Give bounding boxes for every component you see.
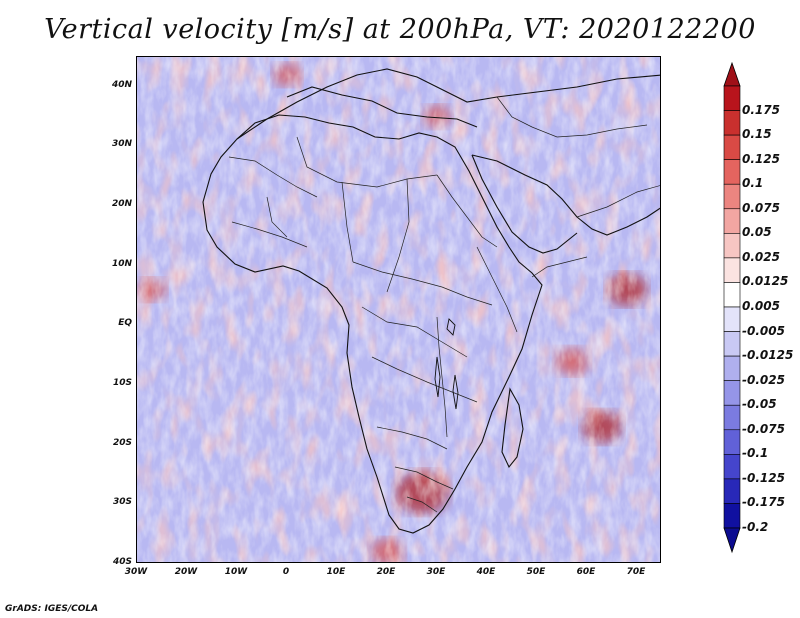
lake-outlines [434,318,459,410]
colorbar-label: -0.175 [742,495,785,510]
europe-coastline [236,68,660,140]
map-title: Vertical velocity [m/s] at 200hPa, VT: 2… [44,14,756,45]
lat-tick-label: 20S [112,437,132,448]
colorbar-label: -0.2 [742,520,769,534]
colorbar-segment [723,503,741,529]
lon-tick-label: 30E [426,567,446,577]
colorbar-label: 0.175 [742,102,780,117]
mediterranean-coastline [286,86,478,128]
lon-tick-label: 60E [576,567,596,577]
lat-tick-label: 40S [112,557,132,567]
country-borders [228,96,660,513]
colorbar-segment [723,478,741,504]
colorbar-segment [723,159,741,185]
grads-credit: GrADS: IGES/COLA [5,604,99,614]
colorbar-segment [723,404,741,431]
colorbar-label: 0.15 [742,127,772,142]
colorbar-segment [723,208,741,234]
lon-tick-label: 70E [626,567,646,577]
colorbar-label: -0.125 [742,470,785,485]
colorbar-label: 0.0125 [742,274,789,289]
lon-tick-label: 40E [476,567,496,577]
colorbar-label: 0.05 [742,225,772,240]
colorbar-bottom-arrow [723,527,741,554]
colorbar-segment [723,85,741,111]
lat-tick-label: EQ [118,318,132,329]
lon-tick-label: 50E [526,567,546,577]
colorbar-segment [723,331,741,357]
lat-tick-label: 30N [111,139,132,150]
madagascar-coastline [501,387,524,469]
colorbar-label: -0.005 [742,323,785,338]
colorbar-segment [723,183,741,210]
lat-tick-label: 20N [111,199,132,210]
colorbar-segment [723,355,741,381]
colorbar-segment [723,282,741,308]
colorbar-label: 0.075 [742,200,780,215]
colorbar-label: -0.075 [742,421,785,436]
colorbar-segment [723,380,741,406]
colorbar-segment [723,110,741,136]
africa-coastline [202,114,543,534]
field-white-streaks [137,57,660,562]
lon-tick-label: 10E [326,567,346,577]
lat-tick-label: 10N [111,258,132,269]
colorbar-segment [723,429,741,455]
red-sea-coastline [471,154,578,254]
colorbar-label: 0.005 [742,299,780,313]
colorbar-segment [723,454,741,480]
colorbar-segment [723,257,741,283]
colorbar-label: 0.125 [742,151,780,166]
colorbar-segment [723,134,741,160]
lat-tick-label: 40N [111,79,132,90]
colorbar-segment [723,233,741,259]
colorbar-label: -0.025 [742,372,785,387]
colorbar-label: -0.0125 [742,348,794,363]
colorbar-label: 0.1 [742,176,764,191]
colorbar-label: -0.05 [742,397,777,412]
lon-tick-label: 20E [376,567,396,577]
colorbar-segment [723,306,741,332]
lon-tick-label: 30W [124,567,148,577]
map-field [137,57,660,562]
lon-tick-label: 10W [224,567,248,577]
map-panel [136,56,661,563]
lat-tick-label: 30S [112,497,132,508]
colorbar [723,62,741,554]
lon-tick-label: 0 [282,567,290,577]
colorbar-label: 0.025 [742,249,780,264]
lon-tick-label: 20W [174,567,198,577]
colorbar-top-arrow [723,62,741,87]
colorbar-label: -0.1 [742,446,769,461]
lat-tick-label: 10S [112,378,132,389]
